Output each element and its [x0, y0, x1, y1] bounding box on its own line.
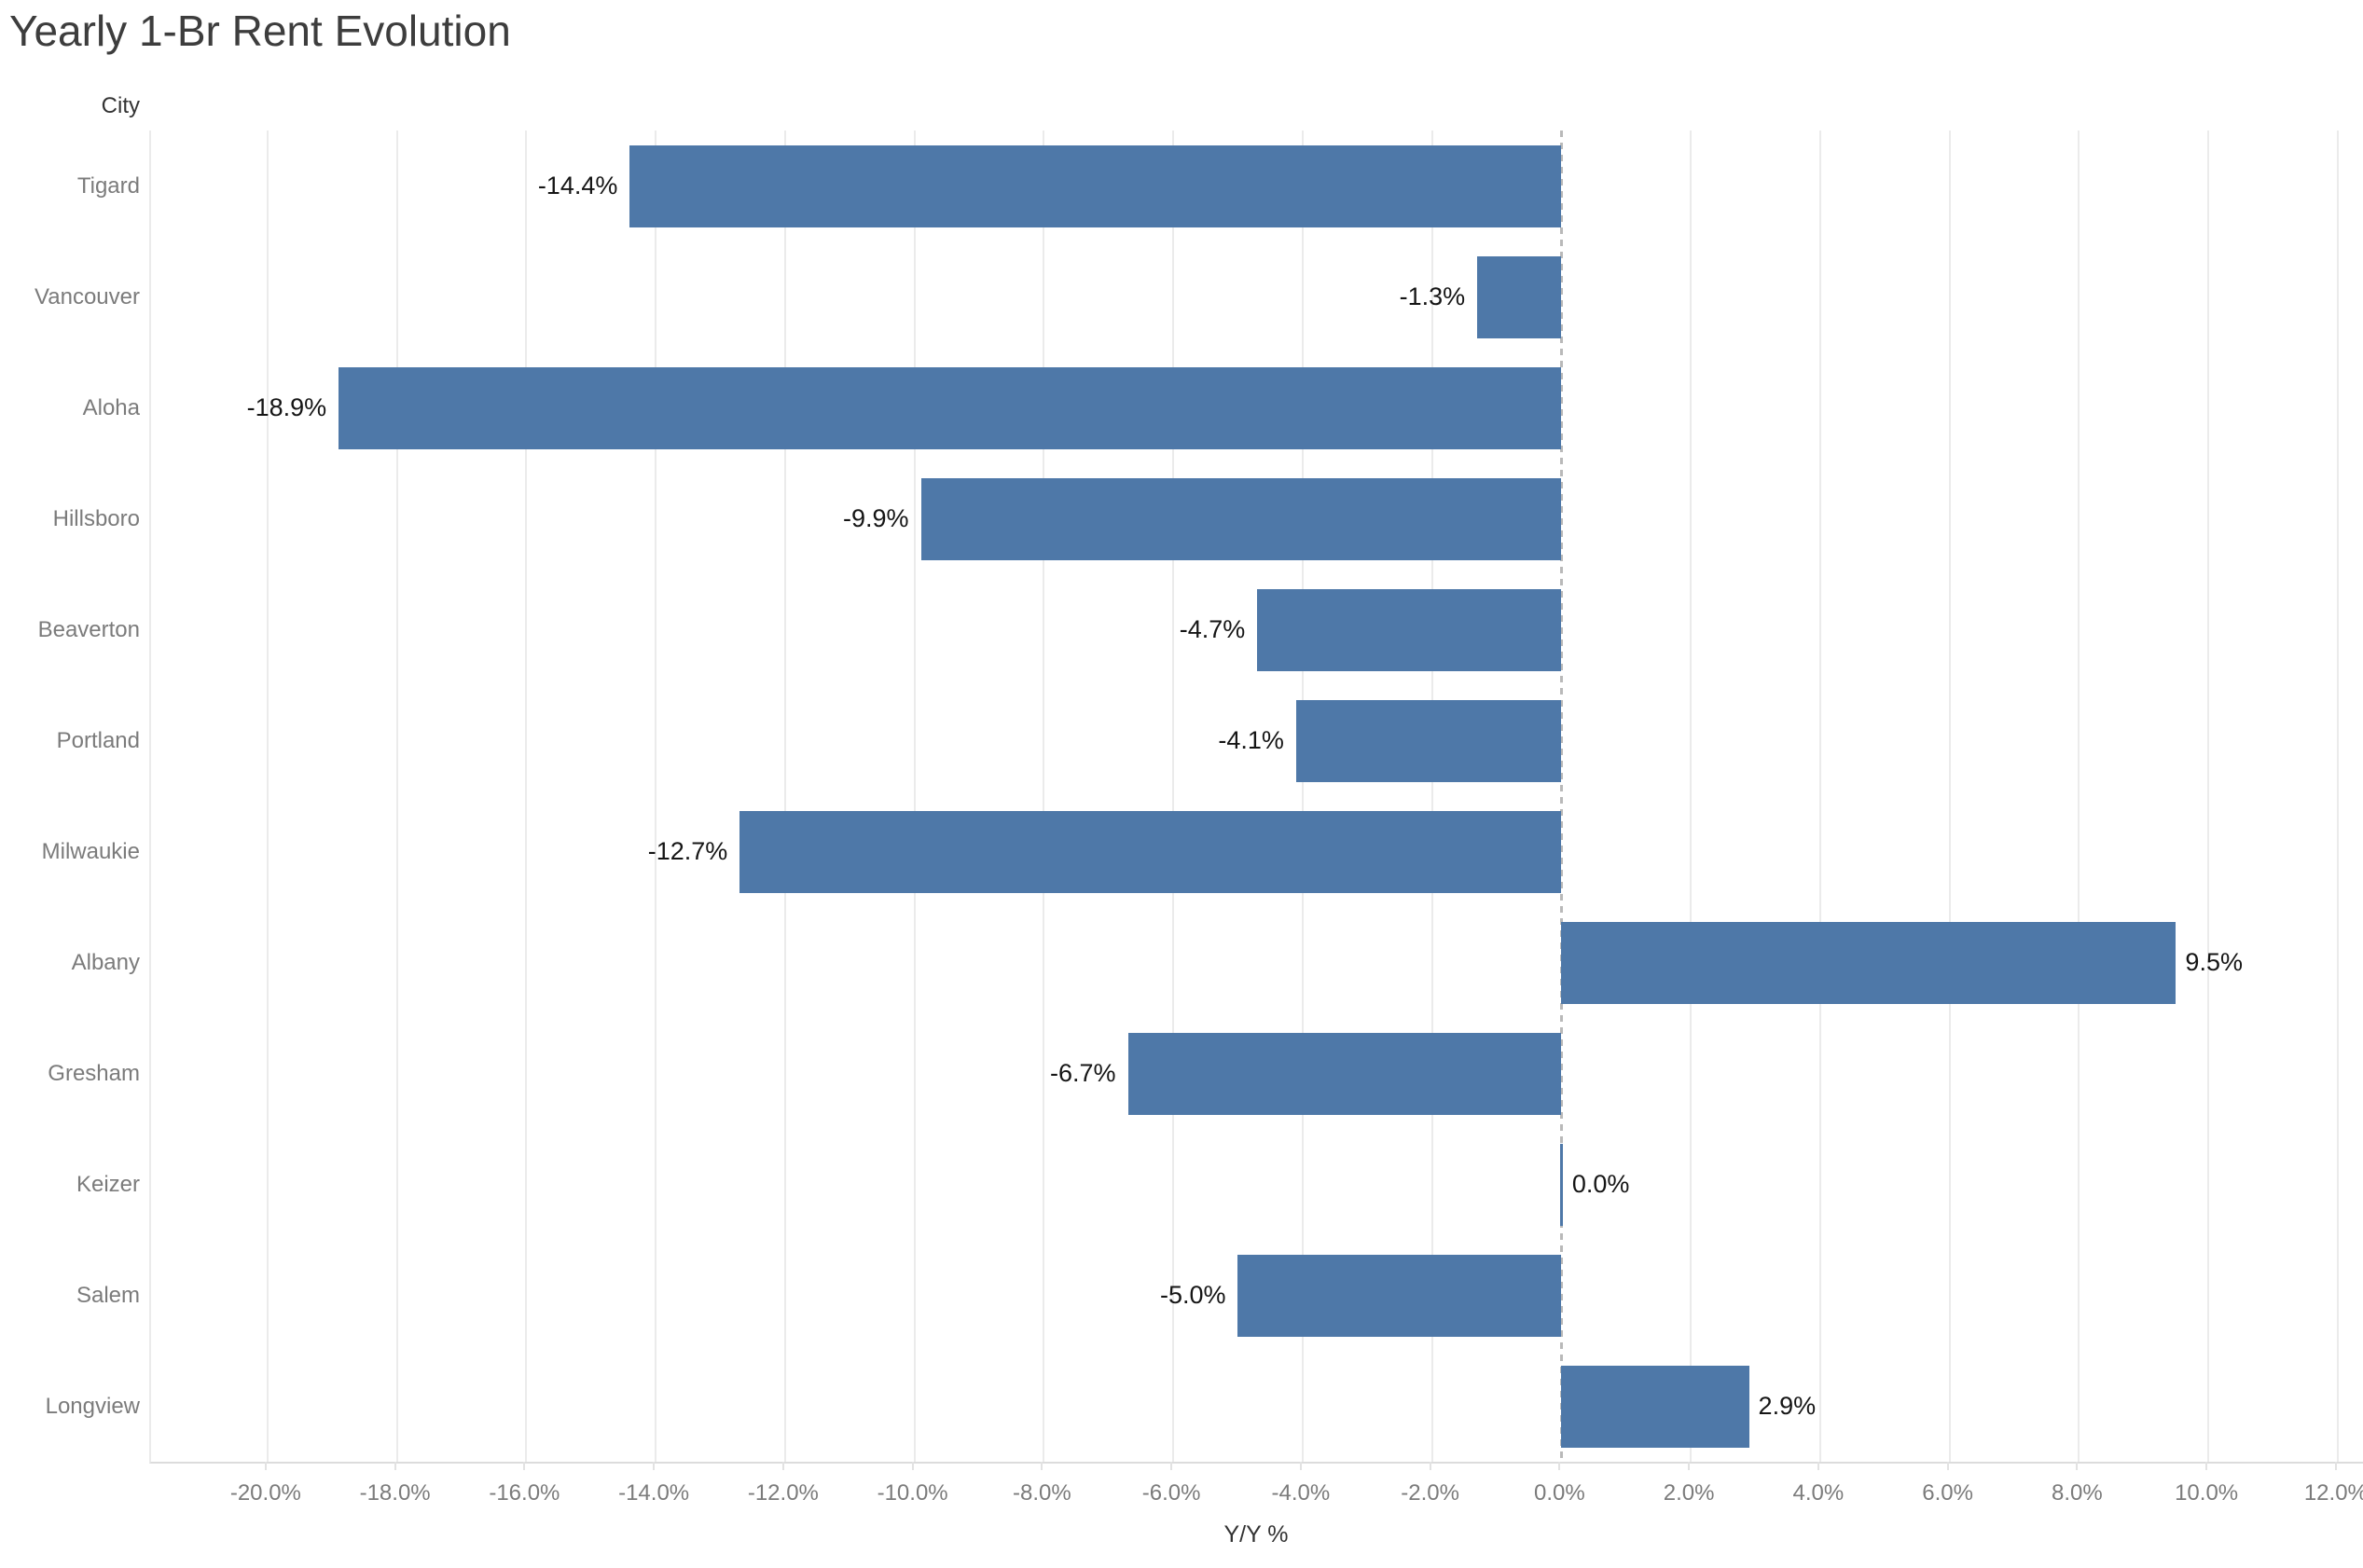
bar-longview[interactable] [1561, 1365, 1749, 1448]
x-tick-label: -2.0% [1401, 1480, 1459, 1506]
x-tick-mark [1429, 1462, 1431, 1470]
bar-salem[interactable] [1237, 1254, 1562, 1337]
bar-value-label-aloha: -18.9% [246, 393, 327, 421]
x-tick-label: 12.0% [2303, 1480, 2363, 1506]
gridline [783, 131, 786, 1462]
gridline [2336, 131, 2339, 1462]
bar-value-label-salem: -5.0% [1159, 1281, 1226, 1309]
city-label-portland: Portland [56, 728, 140, 753]
x-tick-label: 6.0% [1922, 1480, 1973, 1506]
x-tick-label: -18.0% [359, 1480, 431, 1506]
city-label-keizer: Keizer [76, 1172, 140, 1197]
bar-value-label-milwaukie: -12.7% [647, 837, 728, 865]
bar-beaverton[interactable] [1257, 588, 1562, 671]
x-axis: -20.0% -18.0% -16.0% -14.0% -12.0% -10.0% -8.0… [149, 1462, 2363, 1568]
bar-value-label-keizer: 0.0% [1571, 1170, 1630, 1198]
x-tick-mark [2076, 1462, 2079, 1470]
x-tick-mark [1946, 1462, 1949, 1470]
bar-hillsboro[interactable] [920, 477, 1562, 560]
city-label-albany: Albany [71, 950, 140, 975]
x-tick-mark [264, 1462, 267, 1470]
gridline [1172, 131, 1175, 1462]
row-header-city: City [101, 93, 140, 118]
gridline [655, 131, 657, 1462]
x-tick-label: 2.0% [1663, 1480, 1715, 1506]
chart-title: Yearly 1-Br Rent Evolution [9, 7, 511, 55]
x-tick-mark [911, 1462, 914, 1470]
city-label-beaverton: Beaverton [37, 617, 140, 642]
x-tick-mark [1817, 1462, 1819, 1470]
bar-milwaukie[interactable] [739, 810, 1562, 893]
city-label-salem: Salem [76, 1283, 140, 1308]
x-tick-mark [2334, 1462, 2337, 1470]
bar-aloha[interactable] [339, 366, 1562, 449]
bar-value-label-tigard: -14.4% [537, 172, 618, 199]
city-label-vancouver: Vancouver [35, 284, 140, 309]
zero-line [1559, 131, 1563, 1462]
bar-value-label-hillsboro: -9.9% [843, 504, 909, 532]
city-label-aloha: Aloha [82, 395, 140, 420]
x-tick-mark [1558, 1462, 1561, 1470]
x-tick-label: -4.0% [1271, 1480, 1331, 1506]
x-tick-label: -20.0% [229, 1480, 301, 1506]
city-label-tigard: Tigard [76, 173, 140, 199]
x-axis-title: Y/Y % [1223, 1521, 1289, 1547]
bar-gresham[interactable] [1127, 1032, 1562, 1115]
bar-portland[interactable] [1295, 699, 1562, 782]
gridline [2207, 131, 2210, 1462]
gridline [1690, 131, 1693, 1462]
bar-keizer[interactable] [1559, 1143, 1563, 1226]
gridline [1301, 131, 1304, 1462]
bar-value-label-longview: 2.9% [1758, 1392, 1817, 1420]
x-tick-label: -14.0% [618, 1480, 690, 1506]
city-label-milwaukie: Milwaukie [41, 839, 140, 864]
bar-value-label-gresham: -6.7% [1050, 1059, 1116, 1087]
bar-value-label-portland: -4.1% [1218, 726, 1284, 754]
bar-value-label-albany: 9.5% [2185, 948, 2243, 976]
gridline [2078, 131, 2080, 1462]
x-tick-label: 0.0% [1534, 1480, 1585, 1506]
bar-value-label-beaverton: -4.7% [1179, 615, 1246, 643]
city-label-hillsboro: Hillsboro [52, 506, 140, 531]
bar-albany[interactable] [1561, 921, 2176, 1004]
x-tick-label: -10.0% [877, 1480, 948, 1506]
gridline [1948, 131, 1951, 1462]
x-tick-mark [1041, 1462, 1043, 1470]
gridline [266, 131, 269, 1462]
bar-vancouver[interactable] [1477, 255, 1562, 338]
gridline [1818, 131, 1821, 1462]
x-tick-mark [1170, 1462, 1173, 1470]
x-tick-mark [523, 1462, 526, 1470]
bar-tigard[interactable] [629, 144, 1562, 227]
x-tick-label: -8.0% [1013, 1480, 1071, 1506]
x-tick-label: -6.0% [1141, 1480, 1201, 1506]
gridline [1430, 131, 1433, 1462]
gridline [395, 131, 398, 1462]
gridline [525, 131, 528, 1462]
y-axis-labels: Tigard Vancouver Aloha Hillsboro Beaverton Po… [0, 131, 140, 1462]
x-tick-label: 4.0% [1792, 1480, 1845, 1506]
x-tick-label: 10.0% [2175, 1480, 2239, 1506]
city-label-gresham: Gresham [48, 1061, 140, 1086]
x-tick-label: -16.0% [489, 1480, 560, 1506]
x-tick-label: -12.0% [747, 1480, 819, 1506]
bar-value-label-vancouver: -1.3% [1399, 282, 1466, 310]
x-tick-mark [781, 1462, 784, 1470]
city-label-longview: Longview [45, 1394, 140, 1419]
x-tick-mark [1299, 1462, 1302, 1470]
x-tick-mark [1688, 1462, 1691, 1470]
x-tick-mark [2205, 1462, 2208, 1470]
x-tick-label: 8.0% [2052, 1480, 2103, 1506]
gridline [1043, 131, 1045, 1462]
gridline [913, 131, 916, 1462]
x-tick-mark [653, 1462, 656, 1470]
x-tick-mark [394, 1462, 396, 1470]
plot-area: -14.4% -1.3% -18.9% -9.9% -4.7% -4.1% -12.7% 9.… [149, 131, 2363, 1464]
